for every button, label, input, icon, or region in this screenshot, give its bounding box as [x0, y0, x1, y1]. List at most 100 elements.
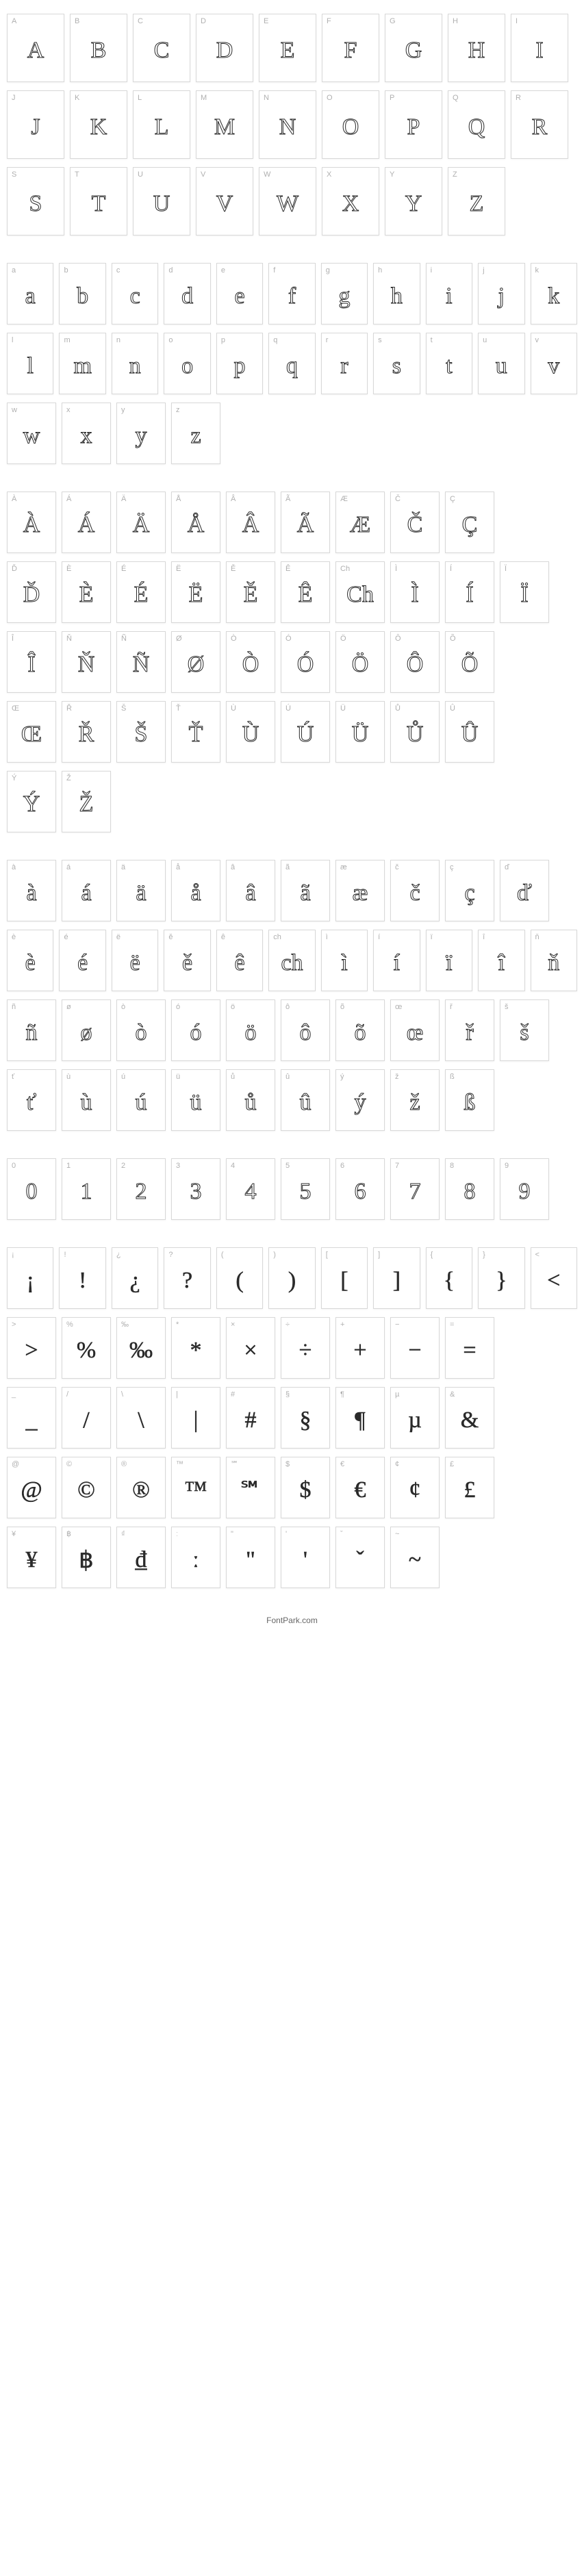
glyph-char: ů	[227, 1081, 275, 1130]
glyph-char: ň	[531, 941, 576, 991]
glyph-char: @	[8, 1468, 55, 1518]
glyph-char: n	[112, 344, 157, 394]
glyph-char: J	[8, 102, 64, 158]
glyph-cell: HH	[448, 14, 505, 82]
glyph-label: Ů	[391, 702, 439, 713]
glyph-char: ï	[427, 941, 472, 991]
glyph-label: ch	[269, 930, 314, 941]
glyph-cell: XX	[322, 167, 379, 235]
glyph-cell: ÑÑ	[116, 631, 166, 693]
glyph-cell: ÏÏ	[500, 561, 549, 623]
glyph-char: Ú	[281, 713, 329, 762]
glyph-label: î	[479, 930, 524, 941]
glyph-label: ¥	[8, 1527, 55, 1538]
glyph-label: Ù	[227, 702, 275, 713]
glyph-char: ˇ	[336, 1538, 384, 1587]
glyph-label: á	[62, 860, 110, 871]
glyph-cell: ňň	[531, 930, 577, 991]
glyph-label: l	[8, 333, 53, 344]
glyph-char: 3	[172, 1170, 220, 1219]
glyph-cell: ))	[268, 1247, 315, 1309]
glyph-char: ô	[281, 1011, 329, 1060]
glyph-row: wwxxyyzz	[7, 403, 577, 464]
glyph-label: Ã	[281, 492, 329, 503]
glyph-char: m	[60, 344, 105, 394]
glyph-cell: èè	[7, 930, 53, 991]
glyph-char: H	[448, 25, 505, 81]
glyph-char: '	[281, 1538, 329, 1587]
glyph-label: À	[8, 492, 55, 503]
glyph-cell: ÂÂ	[226, 492, 275, 553]
glyph-char: =	[446, 1329, 494, 1378]
glyph-label: ò	[117, 1000, 165, 1011]
glyph-cell: ÇÇ	[445, 492, 494, 553]
glyph-char: Ň	[62, 643, 110, 692]
glyph-cell: KK	[70, 90, 127, 159]
glyph-cell: åå	[171, 860, 220, 921]
glyph-cell: ÖÖ	[335, 631, 385, 693]
glyph-row: ĎĎÈÈÉÉËËĚĚÊÊChChÌÌÍÍÏÏ	[7, 561, 577, 623]
glyph-cell: NN	[259, 90, 316, 159]
glyph-cell: ææ	[335, 860, 385, 921]
glyph-cell: žž	[390, 1069, 440, 1131]
glyph-label: Ň	[62, 632, 110, 643]
glyph-char: Ï	[500, 573, 548, 622]
glyph-char: ç	[446, 871, 494, 921]
glyph-label: R	[511, 91, 568, 102]
glyph-char: 8	[446, 1170, 494, 1219]
glyph-label: ˇ	[336, 1527, 384, 1538]
glyph-cell: ːː	[171, 1527, 220, 1588]
glyph-char: B	[71, 25, 127, 81]
glyph-char: K	[71, 102, 127, 158]
glyph-cell: ĎĎ	[7, 561, 56, 623]
glyph-label: Ó	[281, 632, 329, 643]
glyph-char: Î	[8, 643, 55, 692]
glyph-label: x	[62, 403, 110, 414]
glyph-char: >	[8, 1329, 55, 1378]
glyph-label: í	[374, 930, 419, 941]
glyph-char: ø	[62, 1011, 110, 1060]
glyph-cell: ÌÌ	[390, 561, 440, 623]
glyph-char: Ů	[391, 713, 439, 762]
glyph-cell: CC	[133, 14, 190, 82]
glyph-char: Ã	[281, 503, 329, 552]
glyph-char: Œ	[8, 713, 55, 762]
glyph-cell: ûû	[281, 1069, 330, 1131]
glyph-label: Ch	[336, 562, 384, 573]
section-uppercase_accented: ÀÀÁÁÄÄÅÅÂÂÃÃÆÆČČÇÇĎĎÈÈÉÉËËĚĚÊÊChChÌÌÍÍÏÏ…	[7, 492, 577, 832]
glyph-char: 9	[500, 1170, 548, 1219]
glyph-label: Ñ	[117, 632, 165, 643]
glyph-label: Ž	[62, 771, 110, 782]
glyph-char: {	[427, 1259, 472, 1308]
glyph-char: +	[336, 1329, 384, 1378]
glyph-cell: RR	[511, 90, 568, 159]
glyph-label: k	[531, 264, 576, 275]
section-uppercase: AABBCCDDEEFFGGHHIIJJKKLLMMNNOOPPQQRRSSTT…	[7, 14, 577, 235]
glyph-cell: öö	[226, 999, 275, 1061]
section-lowercase: aabbccddeeffgghhiijjkkllmmnnooppqqrrsstt…	[7, 263, 577, 464]
glyph-char: N	[259, 102, 316, 158]
glyph-label: }	[479, 1248, 524, 1259]
glyph-char: £	[446, 1468, 494, 1518]
glyph-cell: yy	[116, 403, 166, 464]
glyph-char: Ø	[172, 643, 220, 692]
glyph-char: Ď	[8, 573, 55, 622]
glyph-char: ₫	[117, 1538, 165, 1587]
glyph-label: T	[71, 168, 127, 179]
glyph-char: Ô	[391, 643, 439, 692]
glyph-label: Ě	[227, 562, 275, 573]
glyph-char: Â	[227, 503, 275, 552]
glyph-char: 1	[62, 1170, 110, 1219]
glyph-cell: 77	[390, 1158, 440, 1220]
glyph-char: f	[269, 275, 314, 324]
glyph-label: ď	[500, 860, 548, 871]
glyph-char: "	[227, 1538, 275, 1587]
glyph-char: &	[446, 1399, 494, 1448]
glyph-char: É	[117, 573, 165, 622]
glyph-cell: ÔÔ	[390, 631, 440, 693]
glyph-label: &	[446, 1388, 494, 1399]
glyph-char: ë	[112, 941, 157, 991]
glyph-cell: ฿฿	[62, 1527, 111, 1588]
glyph-cell: QQ	[448, 90, 505, 159]
glyph-cell: ËË	[171, 561, 220, 623]
